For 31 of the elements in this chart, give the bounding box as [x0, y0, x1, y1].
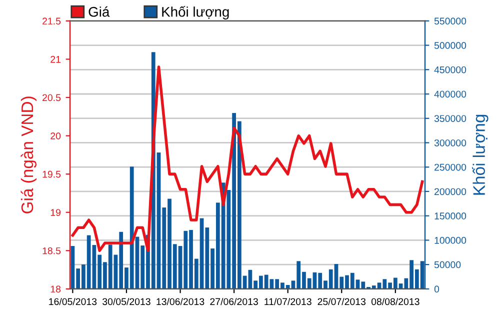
y2-tick-label: 500000: [434, 42, 466, 49]
legend-label: Khối lượng: [162, 6, 229, 20]
x-tick-label: 25/07/2013: [318, 298, 366, 306]
y2-tick-label: 350000: [434, 115, 466, 122]
y-axis-title: Giá (ngàn VND): [20, 96, 36, 214]
y2-tick-label: 50000: [434, 261, 461, 268]
y2-tick-label: 0: [434, 286, 440, 293]
x-tick-label: 16/05/2013: [49, 298, 97, 306]
y-tick-label: 20: [50, 132, 61, 140]
y2-tick-label: 400000: [434, 90, 466, 98]
x-tick-label: 27/06/2013: [210, 298, 258, 306]
y-tick-label: 21.5: [42, 18, 61, 25]
x-tick-label: 08/08/2013: [371, 298, 420, 306]
y-tick-label: 21: [50, 56, 60, 63]
y2-tick-label: 100000: [434, 236, 466, 244]
y-tick-label: 20.5: [42, 94, 61, 102]
y2-axis-title: Khối lượng: [472, 114, 488, 195]
y-tick-label: 18: [50, 286, 61, 293]
y-tick-label: 19.5: [42, 170, 61, 178]
x-tick-label: 11/07/2013: [264, 298, 312, 306]
x-tick-label: 30/05/2013: [102, 298, 150, 306]
y2-tick-label: 150000: [434, 212, 466, 220]
legend-label: Giá: [88, 6, 110, 17]
y2-tick-label: 300000: [434, 139, 466, 146]
y2-tick-label: 250000: [434, 164, 466, 171]
y2-tick-label: 200000: [434, 188, 466, 196]
y2-tick-label: 450000: [434, 66, 466, 74]
y-tick-label: 19: [50, 209, 61, 216]
y-tick-label: 18.5: [42, 247, 61, 254]
x-tick-label: 13/06/2013: [156, 298, 204, 306]
y2-tick-label: 550000: [434, 18, 466, 25]
